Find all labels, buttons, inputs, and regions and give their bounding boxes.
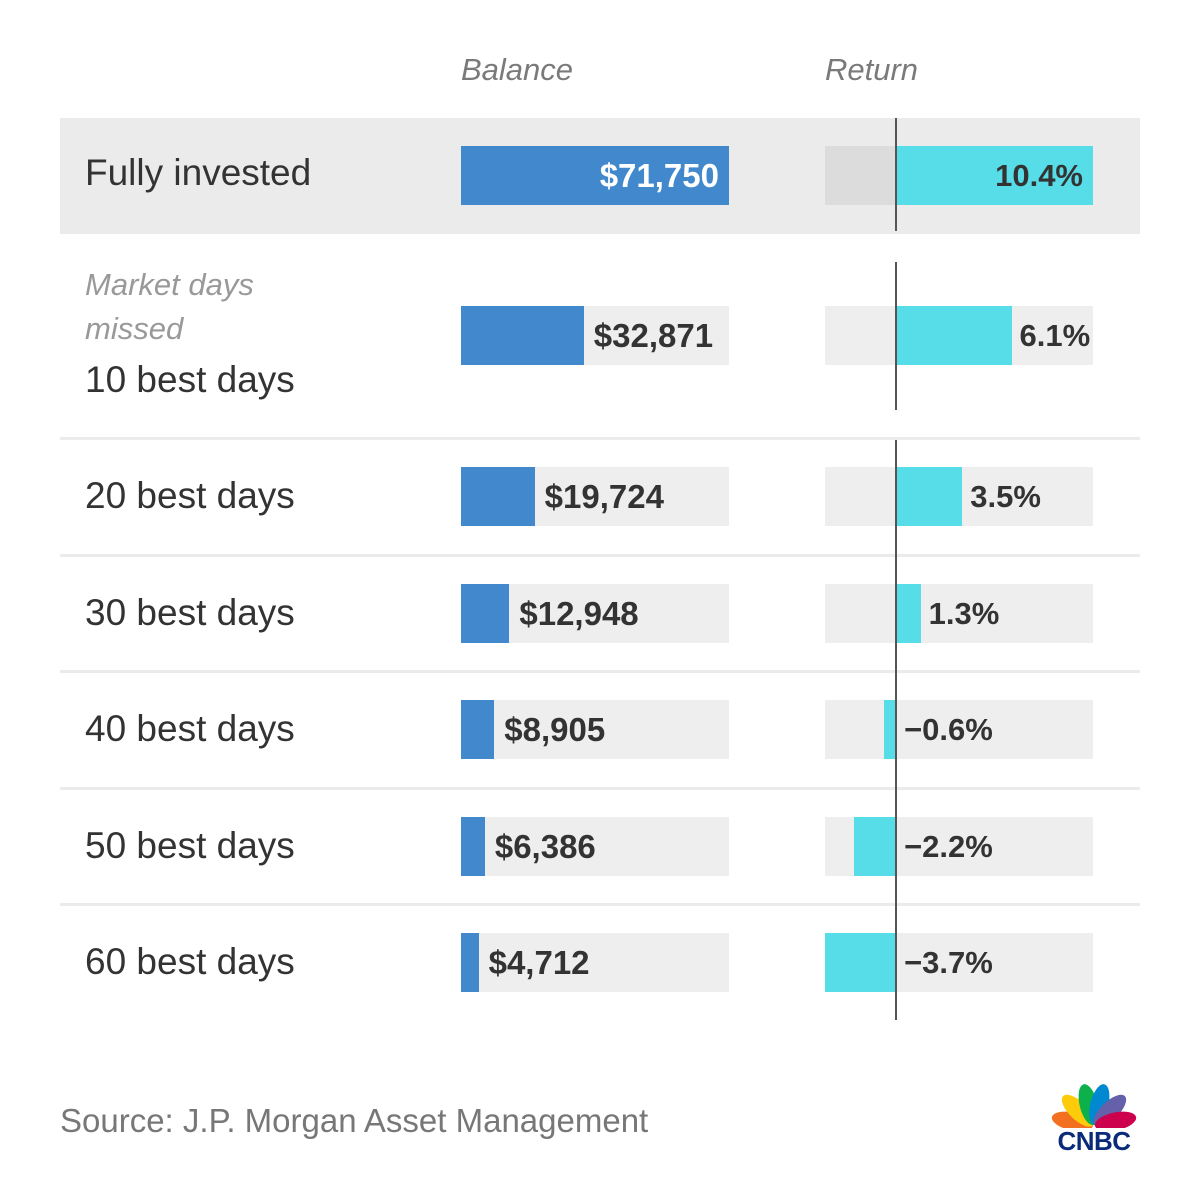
return-bar xyxy=(884,700,896,759)
balance-bar-track: $12,948 xyxy=(461,584,729,643)
balance-bar xyxy=(461,467,535,526)
row-label-30-best-days: 30 best days xyxy=(85,592,295,633)
return-bar-track: 10.4% xyxy=(825,146,1093,205)
return-bar xyxy=(825,933,896,992)
row-label-20-best-days: 20 best days xyxy=(85,475,295,516)
market-days-missed-label-line1: Market days xyxy=(85,267,254,302)
return-value-label: 1.3% xyxy=(928,595,1000,631)
row-label-40-best-days: 40 best days xyxy=(85,708,295,749)
return-zero-line xyxy=(895,118,897,231)
balance-bar xyxy=(461,306,584,365)
balance-bar xyxy=(461,817,485,876)
return-bar xyxy=(896,306,1012,365)
balance-bar-track: $19,724 xyxy=(461,467,729,526)
market-days-missed-label-line2: missed xyxy=(85,311,184,346)
return-bar xyxy=(896,467,963,526)
balance-bar xyxy=(461,584,510,643)
return-bar xyxy=(853,817,896,876)
return-column-header: Return xyxy=(825,52,919,87)
row-divider xyxy=(60,903,1140,906)
row-divider xyxy=(60,437,1140,440)
return-value-label: −2.2% xyxy=(904,828,993,864)
return-bar xyxy=(896,584,921,643)
balance-bar-track: $8,905 xyxy=(461,700,729,759)
return-value-label: 3.5% xyxy=(970,478,1041,514)
row-label-50-best-days: 50 best days xyxy=(85,825,295,866)
return-bar-track: 1.3% xyxy=(825,584,1093,643)
peacock-feather xyxy=(1094,1111,1137,1132)
balance-value-label: $32,871 xyxy=(593,316,714,354)
balance-value-label: $12,948 xyxy=(519,594,639,632)
return-zero-line xyxy=(895,262,897,410)
return-value-label: 10.4% xyxy=(995,157,1083,193)
balance-value-label: $19,724 xyxy=(544,477,664,515)
source-note: Source: J.P. Morgan Asset Management xyxy=(60,1102,649,1139)
row-divider xyxy=(60,554,1140,557)
balance-column-header: Balance xyxy=(461,52,574,87)
balance-value-label: $8,905 xyxy=(504,710,606,748)
return-bar-track: −3.7% xyxy=(825,933,1093,992)
return-value-label: −3.7% xyxy=(904,944,993,980)
balance-bar-track: $71,750 xyxy=(461,146,729,205)
row-divider xyxy=(60,670,1140,673)
cnbc-logo: CNBC xyxy=(1046,1078,1142,1158)
balance-bar xyxy=(461,933,479,992)
return-value-label: −0.6% xyxy=(904,711,993,747)
row-label-fully-invested: Fully invested xyxy=(85,152,312,193)
balance-value-label: $71,750 xyxy=(599,156,719,194)
balance-bar-track: $32,871 xyxy=(461,306,729,365)
balance-bar-track: $6,386 xyxy=(461,817,729,876)
return-bar-track: 6.1% xyxy=(825,306,1093,365)
peacock-icon xyxy=(1051,1084,1137,1132)
return-bar-track: −2.2% xyxy=(825,817,1093,876)
balance-bar xyxy=(461,146,729,205)
balance-bar xyxy=(461,700,495,759)
row-label-60-best-days: 60 best days xyxy=(85,941,295,982)
return-bar-track: −0.6% xyxy=(825,700,1093,759)
balance-bar-track: $4,712 xyxy=(461,933,729,992)
balance-value-label: $6,386 xyxy=(494,827,596,865)
row-label-10-best-days: 10 best days xyxy=(85,359,295,400)
return-bar-track: 3.5% xyxy=(825,467,1093,526)
balance-value-label: $4,712 xyxy=(488,943,590,981)
return-zero-line xyxy=(895,440,897,1020)
cnbc-logo-text: CNBC xyxy=(1057,1126,1131,1156)
return-value-label: 6.1% xyxy=(1019,317,1091,353)
return-bar xyxy=(896,146,1093,205)
row-divider xyxy=(60,787,1140,790)
